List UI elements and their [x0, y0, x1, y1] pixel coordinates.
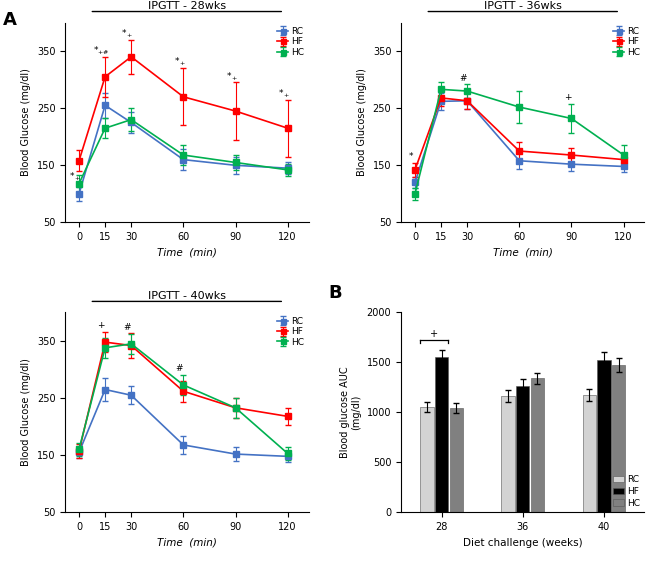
- Text: $+$: $+$: [98, 320, 106, 330]
- Title: IPGTT - 36wks: IPGTT - 36wks: [484, 1, 562, 11]
- Text: $*$: $*$: [408, 150, 415, 159]
- Bar: [597, 360, 611, 512]
- Text: $*_+$: $*_+$: [226, 70, 238, 83]
- Legend: RC, HF, HC: RC, HF, HC: [277, 27, 304, 57]
- Legend: RC, HF, HC: RC, HF, HC: [277, 317, 304, 347]
- Text: $*_+$: $*_+$: [69, 171, 82, 183]
- Text: $*_+$: $*_+$: [122, 27, 134, 40]
- Text: $*_+$: $*_+$: [174, 56, 186, 68]
- Bar: [435, 357, 449, 512]
- Title: IPGTT - 40wks: IPGTT - 40wks: [148, 291, 226, 301]
- Bar: [612, 365, 625, 512]
- Text: $\#$: $\#$: [123, 321, 132, 332]
- Y-axis label: Blood glucose AUC
(mg/dl): Blood glucose AUC (mg/dl): [340, 367, 361, 458]
- Text: $\#$: $\#$: [459, 72, 468, 83]
- X-axis label: Time  (min): Time (min): [157, 248, 217, 258]
- Text: $+$: $+$: [564, 92, 572, 102]
- X-axis label: Time  (min): Time (min): [493, 248, 553, 258]
- Y-axis label: Blood Glucose (mg/dl): Blood Glucose (mg/dl): [357, 69, 367, 176]
- Text: A: A: [3, 11, 17, 29]
- Text: $*_+$: $*_+$: [278, 87, 290, 100]
- Bar: [583, 395, 596, 512]
- Title: IPGTT - 28wks: IPGTT - 28wks: [148, 1, 226, 11]
- Bar: [501, 396, 515, 512]
- X-axis label: Diet challenge (weeks): Diet challenge (weeks): [463, 538, 583, 548]
- Legend: RC, HF, HC: RC, HF, HC: [613, 27, 640, 57]
- Text: $\#$: $\#$: [175, 362, 184, 373]
- Bar: [531, 378, 544, 512]
- Y-axis label: Blood Glucose (mg/dl): Blood Glucose (mg/dl): [21, 359, 31, 466]
- Legend: RC, HF, HC: RC, HF, HC: [613, 475, 640, 508]
- Y-axis label: Blood Glucose (mg/dl): Blood Glucose (mg/dl): [21, 69, 31, 176]
- Text: $*_{+\#}$: $*_{+\#}$: [93, 44, 110, 57]
- Bar: [421, 407, 434, 512]
- X-axis label: Time  (min): Time (min): [157, 538, 217, 548]
- Text: B: B: [329, 284, 342, 302]
- Text: +: +: [430, 329, 438, 339]
- Bar: [449, 408, 463, 512]
- Bar: [516, 386, 529, 512]
